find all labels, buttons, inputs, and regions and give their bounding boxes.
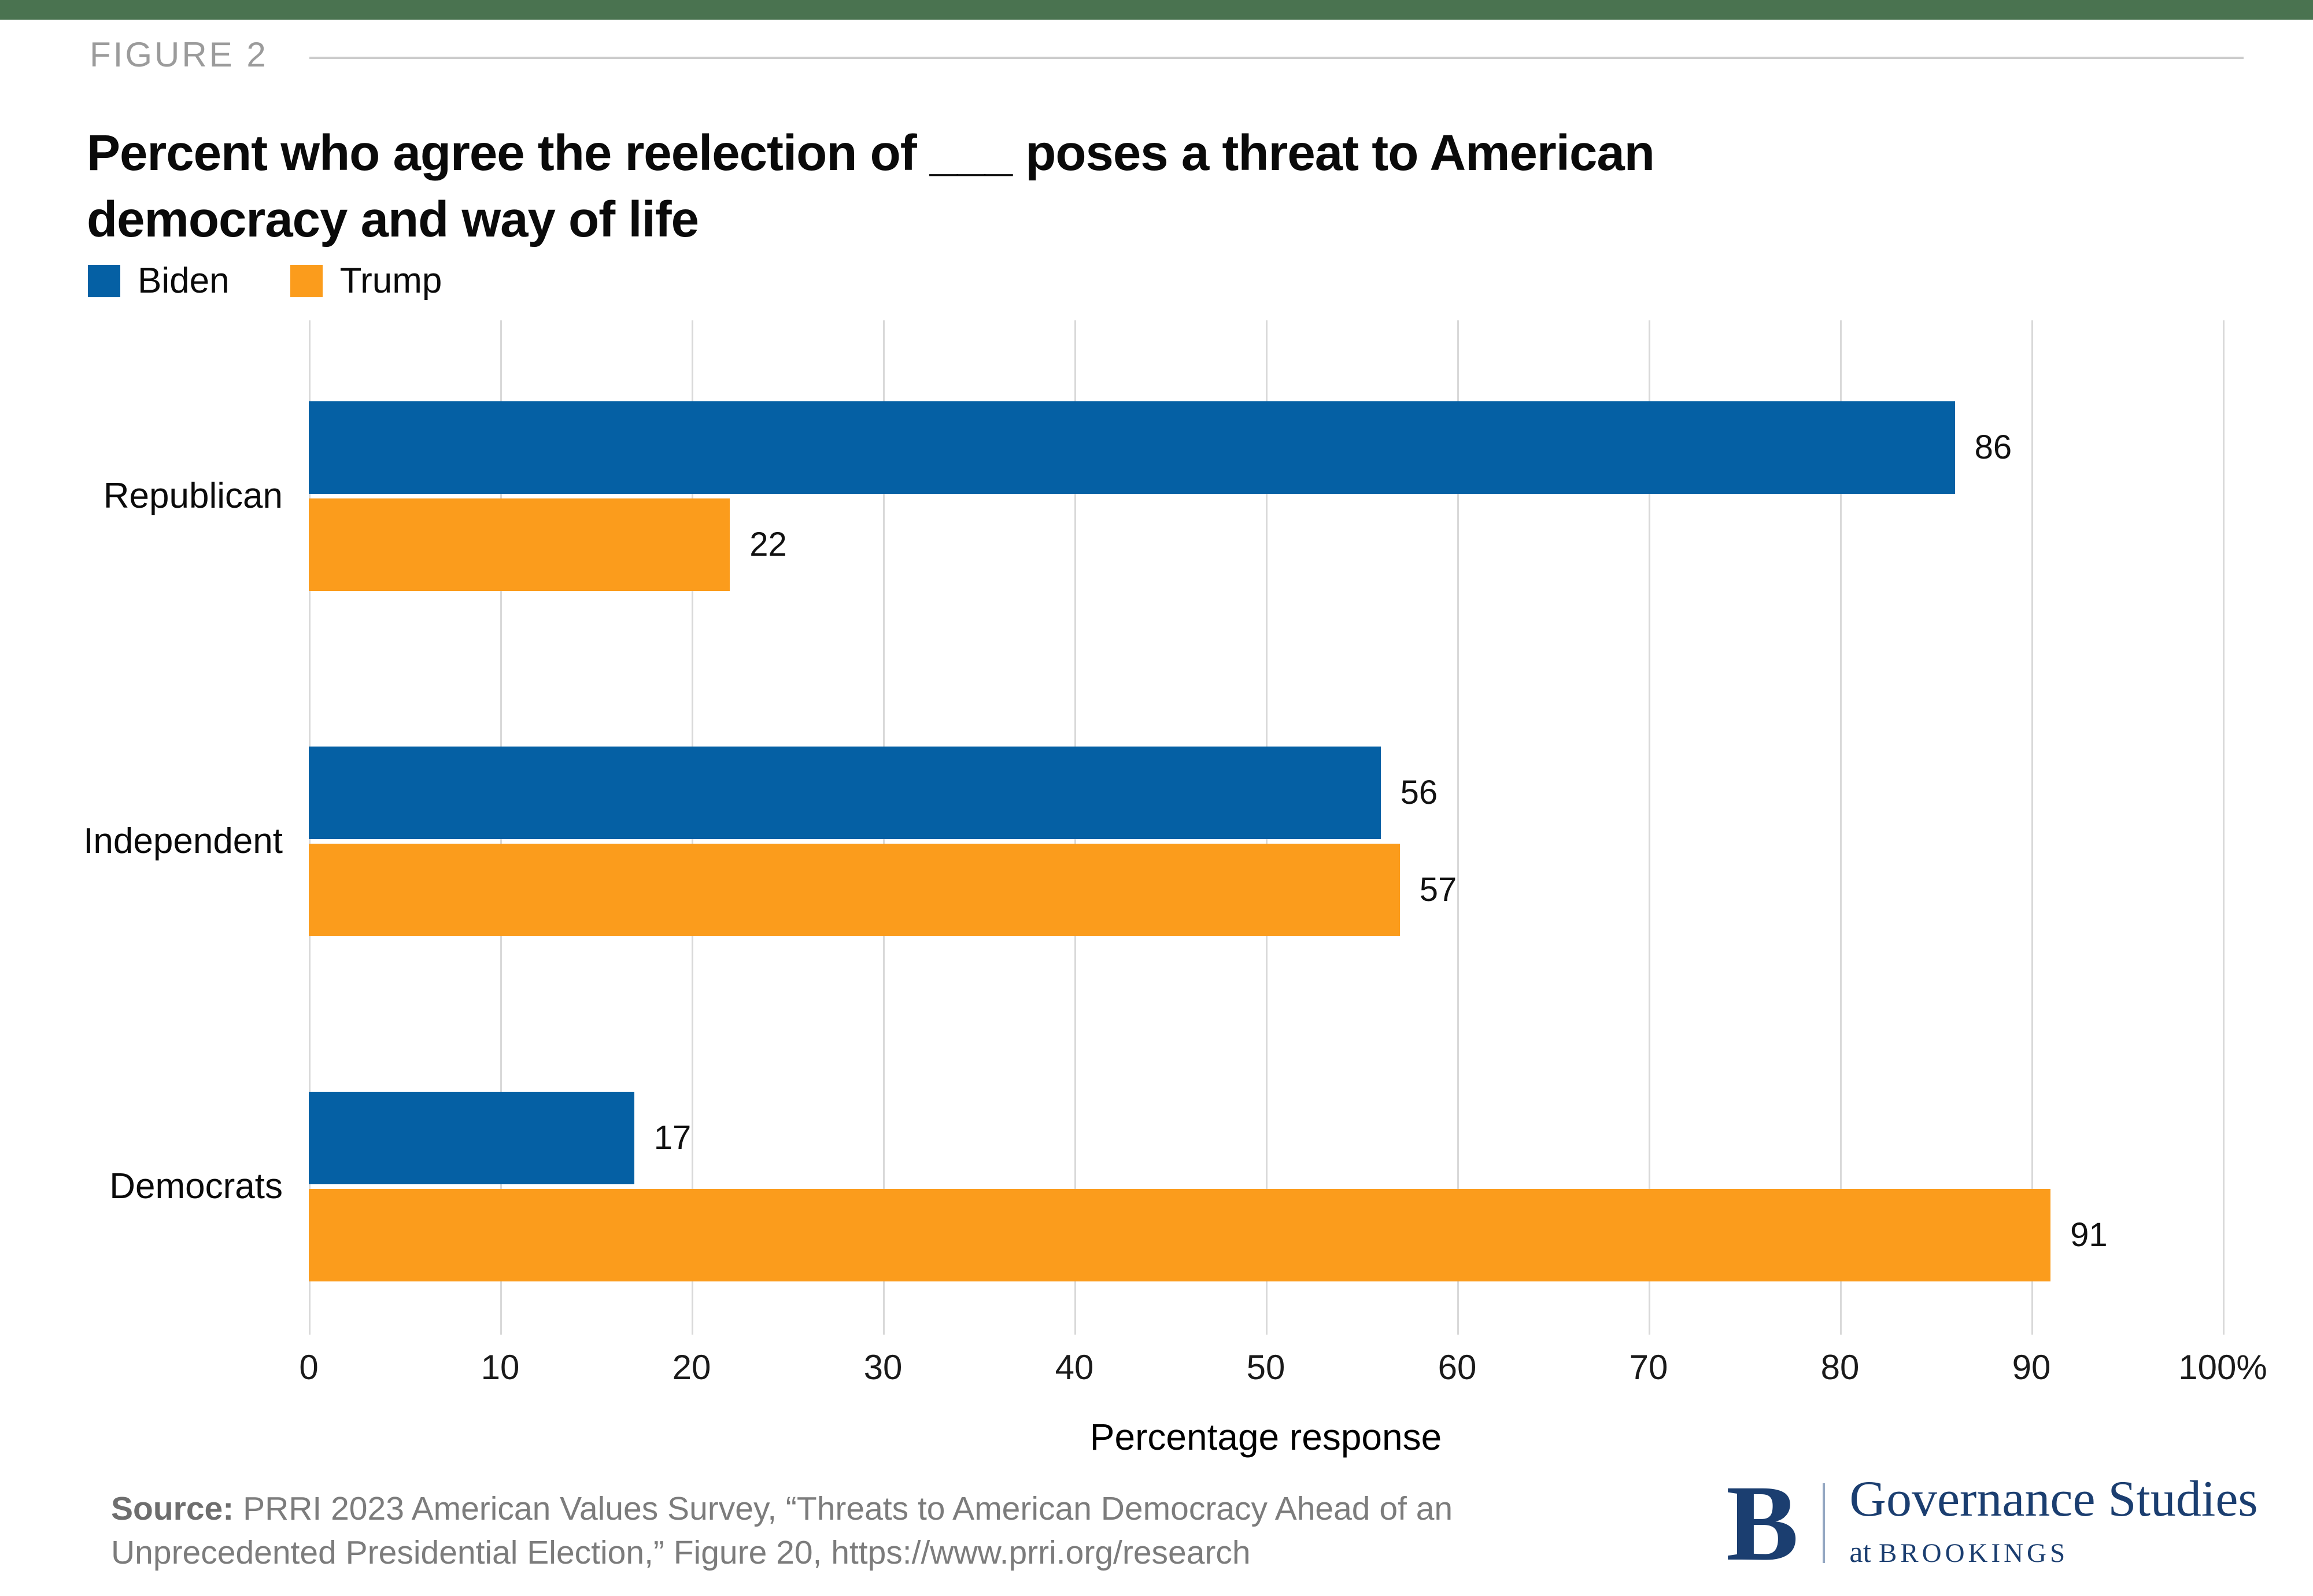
gridline-60 [1457,320,1459,1335]
chart-plot-area: Republican 86 22 Independent 56 57 Democrats 17… [83,320,2225,1335]
x-tick-label-70: 70 [1629,1348,1668,1387]
bar-biden-democrats [309,1092,634,1184]
page-title: Percent who agree the reelection of ___ … [87,125,1655,248]
bar-biden-republican [309,401,1955,494]
x-tick-label-90: 90 [2012,1348,2051,1387]
gridline-90 [2031,320,2033,1335]
value-label-biden-independent: 56 [1400,774,1438,811]
gridline-70 [1649,320,1650,1335]
value-label-biden-democrats: 17 [653,1119,692,1157]
value-label-trump-democrats: 91 [2070,1216,2108,1254]
x-tick-label-50: 50 [1246,1348,1285,1387]
figure-number-label: FIGURE 2 [90,35,268,74]
logo-text: Governance Studies at BROOKINGS [1849,1472,2257,1569]
source-note: Source: PRRI 2023 American Values Survey… [111,1487,1568,1575]
source-text: PRRI 2023 American Values Survey, “Threa… [111,1490,1453,1571]
bar-trump-republican [309,498,730,591]
chart-legend: Biden Trump [88,260,442,301]
brookings-monogram-b: B [1726,1462,1799,1583]
value-label-trump-republican: 22 [749,526,787,563]
x-tick-label-100: 100% [2178,1348,2267,1387]
legend-swatch-trump [290,264,323,297]
source-prefix: Source: [111,1490,234,1527]
legend-swatch-biden [88,264,120,297]
x-tick-label-20: 20 [672,1348,711,1387]
x-axis-ticks: 0 10 20 30 40 50 60 70 80 90 100% [299,1347,2267,1394]
x-axis-title: Percentage response [1089,1416,1442,1458]
category-label-republican: Republican [103,476,283,516]
logo-divider [1823,1483,1826,1563]
value-label-trump-independent: 57 [1419,871,1457,908]
category-label-democrats: Democrats [109,1166,283,1206]
bar-trump-democrats [309,1189,2051,1281]
x-tick-label-80: 80 [1820,1348,1860,1387]
x-tick-label-10: 10 [481,1348,520,1387]
brookings-logo: B Governance Studies at BROOKINGS [1726,1462,2258,1583]
legend-label-trump: Trump [339,261,442,301]
gridline-80 [1840,320,1842,1335]
logo-sub-prefix: at [1849,1536,1879,1569]
gridline-100 [2223,320,2225,1335]
legend-item-biden: Biden [88,260,230,301]
figure-header-rule [309,57,2244,59]
legend-label-biden: Biden [138,261,230,301]
logo-org-name: Governance Studies [1849,1471,2258,1527]
bar-biden-independent [309,747,1381,839]
x-tick-label-0: 0 [299,1348,319,1387]
logo-sub-name: at BROOKINGS [1849,1535,2257,1569]
x-tick-label-60: 60 [1438,1348,1477,1387]
category-label-independent: Independent [83,821,283,861]
legend-item-trump: Trump [290,260,442,301]
logo-sub-org: BROOKINGS [1878,1538,2069,1568]
top-accent-bar [0,0,2313,20]
bar-trump-independent [309,844,1400,936]
value-label-biden-republican: 86 [1974,428,2012,466]
x-tick-label-40: 40 [1055,1348,1094,1387]
x-tick-label-30: 30 [863,1348,903,1387]
